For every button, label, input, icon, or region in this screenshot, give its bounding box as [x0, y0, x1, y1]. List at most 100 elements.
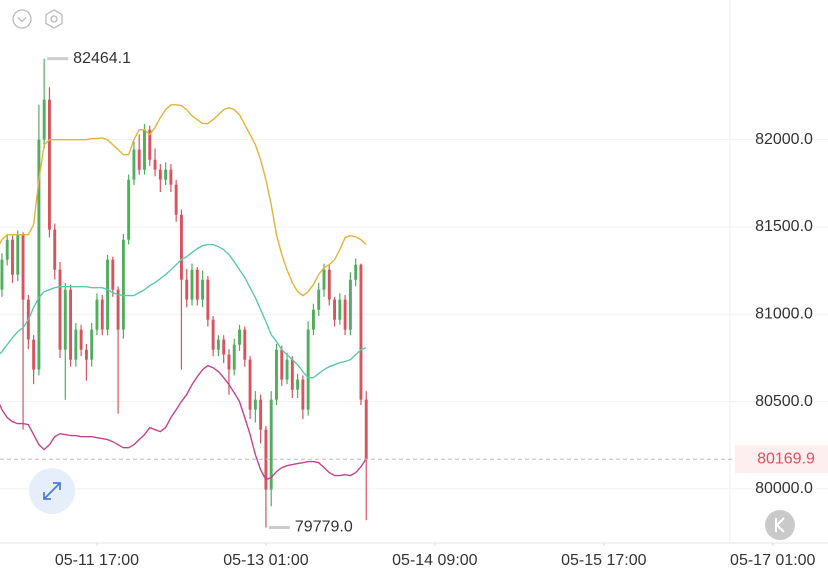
x-tick-label: 05-14 09:00 — [392, 552, 478, 569]
expand-button[interactable] — [29, 468, 75, 514]
candle-body — [153, 159, 157, 170]
candle-body — [148, 129, 152, 160]
candle-body — [0, 259, 4, 290]
candle-body — [354, 264, 358, 280]
indicator-line — [0, 243, 367, 379]
candle-body — [216, 339, 220, 350]
kline-icon — [775, 517, 785, 533]
candle-body — [280, 349, 284, 380]
candle-body — [296, 379, 300, 390]
plot — [0, 58, 368, 528]
candle-body — [16, 234, 20, 275]
candle-body — [185, 279, 189, 300]
candle-body — [132, 149, 136, 180]
candle-body — [290, 359, 294, 390]
candle-body — [285, 359, 289, 380]
candle-body — [106, 259, 109, 330]
candle-body — [11, 239, 14, 275]
candle-body — [111, 259, 115, 290]
kline-circle[interactable] — [765, 510, 795, 540]
grid: 80000.0 80500.0 81000.0 81500.0 82000.0 05-11… — [0, 131, 828, 569]
x-tick-label: 05-11 17:00 — [55, 552, 139, 569]
candle-body — [127, 179, 131, 240]
min-marker-label: 79779.0 — [295, 519, 353, 536]
candle-body — [322, 269, 326, 290]
candle-body — [269, 399, 273, 490]
candle-body — [206, 279, 210, 320]
indicator-line — [0, 364, 367, 481]
candle-body — [264, 429, 268, 490]
x-tick-label: 05-15 17:00 — [561, 552, 647, 569]
candle-body — [317, 289, 321, 310]
toolbar — [12, 9, 63, 29]
candle-body — [195, 269, 199, 300]
collapse-button[interactable] — [12, 9, 32, 29]
settings-icon — [50, 15, 58, 23]
candle-body — [63, 289, 67, 350]
kline-button[interactable] — [765, 510, 795, 540]
candle-body — [95, 299, 99, 330]
x-tick-label: 05-13 01:00 — [223, 552, 309, 569]
candle-body — [253, 399, 257, 410]
candle-body — [121, 239, 125, 330]
candle-body — [90, 329, 94, 360]
candle-body — [201, 279, 205, 300]
candle-body — [84, 349, 88, 360]
x-tick-label: 05-17 01:00 — [730, 552, 816, 569]
candle-body — [174, 184, 178, 215]
chevron-icon — [17, 17, 27, 23]
candle-body — [137, 149, 141, 170]
candle-body — [169, 169, 173, 185]
candle-body — [238, 329, 241, 345]
candle-body — [327, 269, 331, 300]
candle-body — [53, 229, 57, 270]
overlay: 80169.9 82464.1 79779.0 — [0, 50, 828, 536]
candle-body — [143, 129, 146, 170]
candle-body — [179, 214, 183, 280]
candle-body — [259, 399, 263, 430]
candle-body — [227, 354, 231, 370]
last-price-label: 80169.9 — [757, 450, 815, 467]
candle-body — [21, 234, 25, 300]
candle-body — [116, 289, 120, 330]
candle-body — [58, 269, 62, 350]
candle-body — [222, 339, 226, 355]
y-tick-label: 81500.0 — [755, 218, 813, 235]
candle-body — [42, 99, 46, 140]
max-marker-label: 82464.1 — [73, 50, 131, 67]
candle-body — [275, 349, 278, 400]
candle-body — [158, 169, 162, 180]
y-tick-label: 81000.0 — [755, 305, 813, 322]
candle-body — [74, 329, 78, 360]
settings-button[interactable] — [45, 9, 63, 29]
y-tick-label: 80500.0 — [755, 393, 813, 410]
candle-body — [306, 329, 310, 410]
candle-body — [164, 169, 168, 180]
candle-body — [338, 299, 342, 320]
y-tick-label: 82000.0 — [755, 131, 813, 148]
expand-icon — [43, 482, 61, 500]
indicator-line — [0, 104, 367, 297]
candle-body — [79, 329, 83, 350]
candle-body — [311, 309, 315, 330]
candle-body — [333, 299, 337, 320]
candle-body — [48, 99, 51, 230]
candle-body — [364, 399, 368, 460]
candle-body — [5, 239, 9, 260]
candle-body — [32, 339, 36, 370]
candle-body — [100, 299, 104, 330]
last-price-box — [735, 445, 828, 474]
candle-body — [348, 279, 352, 330]
candle-body — [37, 139, 41, 370]
candle-body — [248, 359, 252, 410]
candle-body — [301, 379, 305, 410]
candle-body — [243, 329, 247, 360]
candle-body — [343, 299, 347, 330]
candle-body — [359, 264, 363, 400]
candle-body — [190, 269, 194, 300]
candle-body — [232, 344, 236, 370]
candle-body — [211, 319, 215, 350]
y-tick-label: 80000.0 — [755, 480, 813, 497]
